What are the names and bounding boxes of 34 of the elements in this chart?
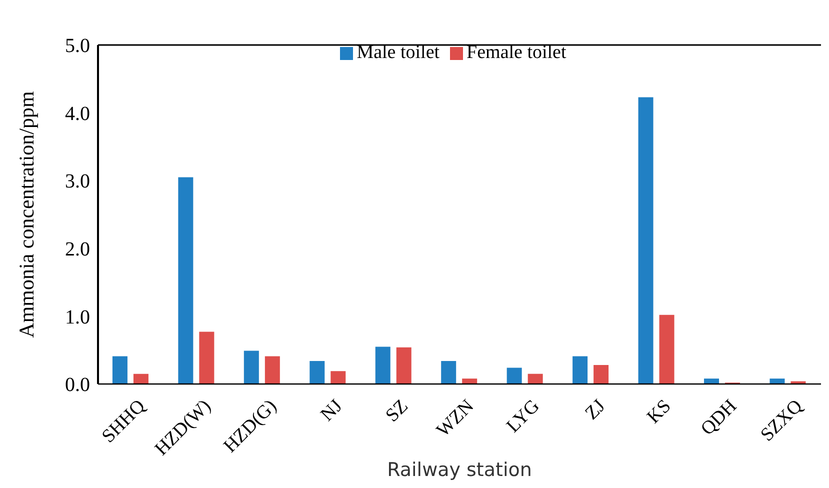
bar [264,356,280,384]
bar [528,374,543,384]
bar [506,368,522,384]
bar [112,356,128,384]
y-tick-label: 2.0 [65,238,90,260]
bar [178,177,194,384]
y-tick-label: 4.0 [65,102,90,125]
bar [133,374,148,384]
y-tick-label: 3.0 [65,170,90,193]
x-tick-label: SZ [382,396,412,426]
legend-label: Male toilet [356,42,440,63]
bar [441,360,456,384]
x-tick-label: KS [643,396,676,428]
bar [659,314,674,384]
x-tick-label: NJ [316,396,347,426]
bar [310,360,325,384]
y-tick-label: 5.0 [65,35,90,58]
bar [462,378,478,384]
bar [375,346,390,384]
bar [594,365,609,384]
bar [638,97,654,384]
bar [199,332,214,384]
legend-label: Female toilet [466,42,566,63]
bar [396,347,412,384]
x-tick-label: ZJ [581,396,610,424]
x-axis-title: Railway station [387,459,532,481]
y-tick-label: 1.0 [65,306,90,328]
bar [704,378,720,384]
bar [572,356,588,384]
y-axis-title: Ammonia concentration/ppm [14,91,38,338]
bar [770,378,785,384]
y-tick-label: 0.0 [65,374,90,396]
bar [330,371,346,384]
bar [244,350,259,384]
